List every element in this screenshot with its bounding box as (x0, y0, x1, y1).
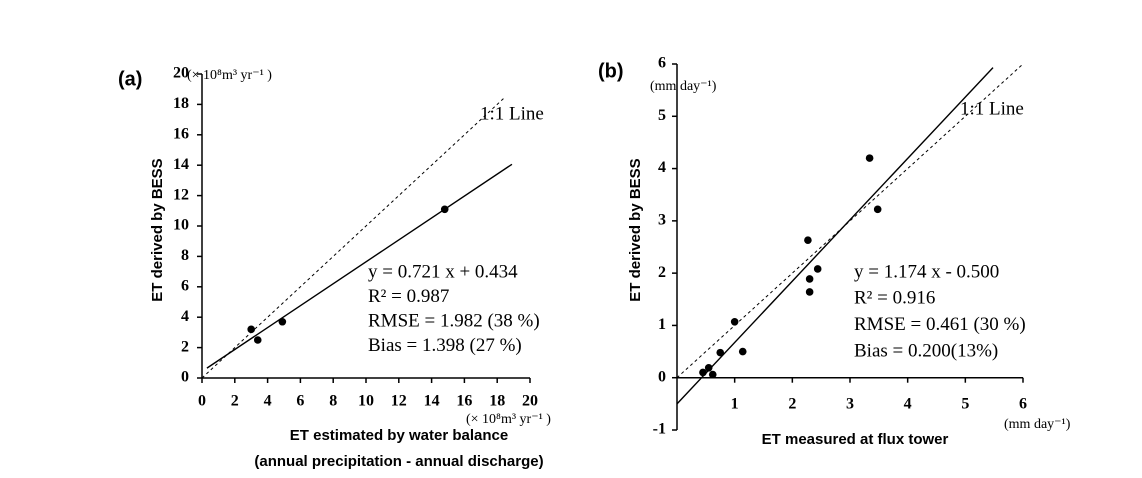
x-tick-label: 20 (522, 393, 538, 410)
x-tick-label: 12 (391, 393, 407, 410)
x-tick-label: 14 (424, 393, 440, 410)
y-tick-label: 6 (181, 277, 189, 294)
annotation: Bias = 0.200(13%) (854, 340, 998, 361)
x-tick-label: 4 (904, 396, 912, 413)
panel-label: (b) (598, 60, 624, 82)
point (278, 317, 287, 326)
annotation: RMSE = 1.982 (38 %) (368, 310, 540, 331)
point (253, 336, 262, 344)
x-tick-label: 0 (198, 393, 206, 410)
point (716, 348, 725, 357)
regression-line (206, 163, 513, 369)
point (804, 236, 812, 245)
point (704, 363, 713, 372)
y-tick-label: 2 (658, 264, 666, 281)
y-tick-label: 14 (173, 156, 189, 173)
x-tick-label: 18 (489, 393, 505, 410)
y-tick-label: 18 (173, 95, 189, 112)
y-tick-label: 5 (658, 107, 666, 124)
y-tick-label: 6 (658, 55, 666, 72)
y-tick-label: 4 (658, 159, 666, 176)
x-tick-label: 16 (456, 393, 472, 410)
y-tick-label: -1 (653, 421, 666, 438)
y-tick-label: 0 (658, 368, 666, 385)
y-tick-label: 8 (181, 247, 189, 264)
annotation: Bias = 1.398 (27 %) (368, 335, 522, 356)
y-unit: (× 10⁸m³ yr⁻¹ ) (187, 68, 272, 83)
annotation: R² = 0.916 (854, 288, 935, 309)
point (738, 347, 747, 356)
panel-label: (a) (118, 68, 142, 90)
x-tick-label: 4 (264, 393, 272, 410)
x-axis-title: ET estimated by water balance (290, 427, 508, 444)
point (873, 205, 882, 214)
point (730, 317, 739, 326)
y-tick-label: 0 (181, 369, 189, 386)
x-tick-label: 6 (1019, 396, 1027, 413)
x-axis-title: ET measured at flux tower (762, 431, 949, 448)
y-tick-label: 4 (181, 308, 189, 325)
x-tick-label: 10 (358, 393, 374, 410)
point (813, 265, 822, 273)
x-tick-label: 1 (731, 396, 739, 413)
x-tick-label: 3 (846, 396, 854, 413)
y-unit: (mm day⁻¹) (650, 79, 717, 94)
x-tick-label: 8 (329, 393, 337, 410)
x-unit: (mm day⁻¹) (1004, 417, 1071, 432)
y-axis-title: ET derived by BESS (149, 158, 166, 301)
point (865, 154, 874, 162)
y-tick-label: 20 (173, 65, 189, 82)
y-tick-label: 2 (181, 338, 189, 355)
x-tick-label: 2 (231, 393, 239, 410)
y-tick-label: 3 (658, 212, 666, 229)
point (440, 205, 449, 214)
x-tick-label: 5 (961, 396, 969, 413)
reference-label: 1:1 Line (480, 103, 544, 124)
annotation: y = 1.174 x - 0.500 (854, 261, 999, 282)
annotation: R² = 0.987 (368, 286, 449, 307)
y-tick-label: 16 (173, 125, 189, 142)
y-tick-label: 10 (173, 217, 189, 234)
x-axis-subtitle: (annual precipitation - annual discharge… (254, 453, 543, 470)
point (708, 370, 717, 379)
point (805, 275, 814, 283)
x-unit: (× 10⁸m³ yr⁻¹ ) (466, 412, 551, 427)
point (247, 325, 255, 334)
y-tick-label: 1 (658, 316, 666, 333)
point (699, 368, 707, 377)
x-tick-label: 6 (296, 393, 304, 410)
reference-label: 1:1 Line (960, 98, 1024, 119)
y-axis-title: ET derived by BESS (627, 158, 644, 301)
annotation: y = 0.721 x + 0.434 (368, 261, 518, 282)
regression-line (676, 67, 994, 405)
y-tick-label: 12 (173, 186, 189, 203)
annotation: RMSE = 0.461 (30 %) (854, 314, 1026, 335)
point (805, 288, 814, 296)
x-tick-label: 2 (788, 396, 796, 413)
